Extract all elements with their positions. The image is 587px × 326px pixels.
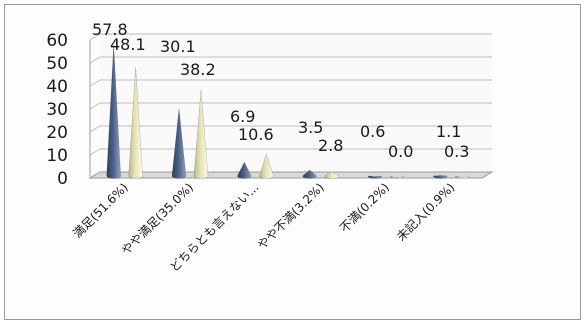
data-label-s0-c5: 1.1: [436, 122, 461, 141]
gridline-depth-6: [89, 33, 101, 41]
y-tick-label-5: 50: [46, 54, 68, 74]
y-tick-label-2: 20: [46, 123, 68, 143]
y-tick-label-6: 60: [46, 31, 68, 51]
bar-s0-c5: [433, 175, 448, 179]
gridline-depth-4: [89, 79, 101, 87]
category-label-3: やや不満(3.2%): [255, 180, 327, 252]
chart-floor: [88, 171, 494, 179]
gridline-depth-2: [89, 125, 101, 133]
gridline-depth-3: [89, 102, 101, 110]
data-label-s0-c3: 3.5: [298, 118, 323, 137]
data-label-s0-c2: 6.9: [230, 107, 255, 126]
category-label-5: 未記入(0.9%): [393, 180, 457, 244]
data-label-s1-c3: 2.8: [318, 136, 343, 155]
gridline-depth-1: [89, 148, 101, 156]
bar-s0-c1: [171, 108, 187, 179]
bar-s1-c0: [128, 67, 143, 179]
bar-s1-c1: [193, 90, 209, 179]
data-label-s0-c1: 30.1: [160, 37, 196, 56]
y-tick-label-0: 0: [57, 169, 68, 189]
data-label-s1-c0: 48.1: [110, 35, 146, 54]
data-label-s1-c5: 0.3: [444, 142, 469, 161]
bar-s1-c2: [259, 152, 274, 179]
category-label-0: 満足(51.6%): [70, 180, 130, 240]
y-tick-label-4: 40: [46, 77, 68, 97]
bar-s1-c4: [389, 175, 405, 179]
data-label-s0-c4: 0.6: [360, 122, 385, 141]
bar-s0-c3: [302, 169, 317, 179]
bar-s1-c3: [324, 171, 339, 179]
bar-s0-c0: [106, 45, 121, 179]
data-label-s1-c2: 10.6: [238, 125, 274, 144]
bar-s0-c4: [367, 175, 383, 179]
bar-s1-c5: [455, 175, 470, 179]
data-label-s1-c4: 0.0: [388, 142, 413, 161]
gridline-depth-5: [89, 56, 101, 64]
category-label-4: 不満(0.2%): [337, 180, 392, 235]
y-tick-label-1: 10: [46, 146, 68, 166]
data-label-s0-c0: 57.8: [92, 20, 128, 39]
data-label-s1-c1: 38.2: [180, 60, 216, 79]
y-tick-label-3: 30: [46, 100, 68, 120]
bar-s0-c2: [237, 161, 252, 179]
